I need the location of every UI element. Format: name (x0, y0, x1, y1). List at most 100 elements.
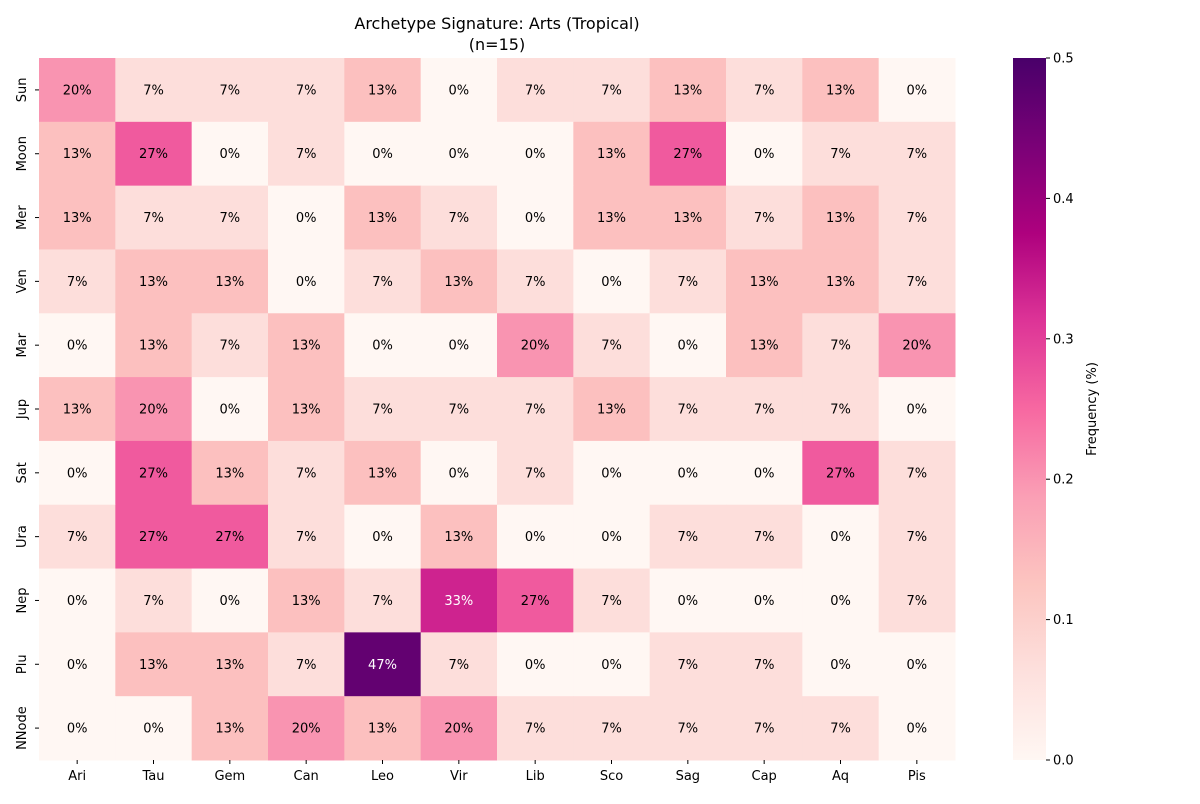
cell-label: 7% (754, 83, 775, 98)
cell-label: 13% (597, 211, 626, 226)
cell-label: 0% (601, 530, 622, 545)
heatmap-cell (878, 696, 956, 761)
cell-label: 7% (220, 83, 241, 98)
heatmap-cell (573, 504, 651, 570)
heatmap-cell (268, 632, 345, 697)
cell-label: 0% (220, 403, 241, 418)
cell-label: 7% (601, 339, 622, 354)
heatmap-cell (726, 440, 803, 506)
x-tick-label: Vir (450, 769, 468, 784)
cell-label: 7% (525, 275, 546, 290)
cell-label: 13% (826, 83, 855, 98)
heatmap-cell (191, 632, 269, 697)
cell-label: 7% (525, 722, 546, 737)
heatmap-cell (115, 377, 193, 442)
x-axis: Ari Tau Gem Can Leo Vir Lib Sco Sag Cap Aq Pis (68, 760, 926, 784)
heatmap-cell (726, 249, 803, 314)
heatmap-cell (268, 696, 345, 761)
cell-label: 13% (673, 83, 702, 98)
cell-label: 7% (754, 530, 775, 545)
heatmap-cell (268, 313, 345, 378)
heatmap-cell (39, 696, 116, 761)
cell-label: 13% (292, 339, 321, 354)
heatmap-cell (268, 440, 345, 506)
heatmap-cell (878, 185, 956, 250)
cell-label: 13% (750, 275, 779, 290)
heatmap-cell (878, 313, 956, 378)
colorbar-tick-label: 0.1 (1053, 613, 1074, 628)
cell-label: 7% (525, 83, 546, 98)
heatmap-cell (649, 504, 727, 570)
cell-label: 7% (830, 403, 851, 418)
heatmap-cell (191, 249, 269, 314)
heatmap-cell (344, 632, 422, 697)
cell-label: 13% (826, 211, 855, 226)
cell-label: 7% (907, 147, 928, 162)
cell-label: 20% (521, 339, 550, 354)
cell-label: 13% (597, 147, 626, 162)
cell-label: 0% (907, 403, 928, 418)
cell-label: 0% (678, 466, 699, 481)
heatmap-cell (573, 185, 651, 250)
cell-label: 7% (907, 530, 928, 545)
cell-label: 7% (678, 530, 699, 545)
heatmap-cell (39, 313, 116, 378)
cell-label: 0% (907, 658, 928, 673)
cell-label: 7% (372, 403, 393, 418)
cell-label: 7% (678, 722, 699, 737)
heatmap-cell (115, 58, 193, 123)
heatmap-cell (420, 504, 498, 570)
colorbar-ticks: 0.0 0.1 0.2 0.3 0.4 0.5 (1046, 52, 1074, 769)
cell-label: 27% (826, 466, 855, 481)
heatmap-cell (878, 440, 956, 506)
heatmap-cell (726, 121, 803, 187)
x-tick-label: Can (294, 769, 319, 784)
heatmap-cell (268, 185, 345, 250)
y-tick-label: Mar (15, 332, 30, 357)
cell-label: 13% (215, 275, 244, 290)
heatmap-cell (802, 121, 880, 187)
cell-label: 0% (525, 658, 546, 673)
heatmap-cell (420, 440, 498, 506)
heatmap-cell (649, 632, 727, 697)
cell-label: 7% (907, 211, 928, 226)
heatmap-cell (420, 696, 498, 761)
cell-label: 7% (907, 466, 928, 481)
cell-label: 20% (902, 339, 931, 354)
cell-label: 7% (907, 594, 928, 609)
heatmap-cell (497, 568, 574, 633)
heatmap-cell (573, 568, 651, 633)
cell-label: 0% (67, 658, 88, 673)
heatmap-cell (268, 58, 345, 123)
cell-label: 13% (139, 275, 168, 290)
cell-label: 7% (143, 594, 164, 609)
cell-label: 0% (525, 147, 546, 162)
heatmap-cell (573, 58, 651, 123)
heatmap-cell (802, 504, 880, 570)
cell-label: 13% (444, 275, 473, 290)
heatmap-cell (344, 313, 422, 378)
heatmap-cell (115, 568, 193, 633)
heatmap-cell (497, 313, 574, 378)
heatmap-cell (39, 377, 116, 442)
cell-label: 7% (830, 147, 851, 162)
cell-label: 27% (139, 147, 168, 162)
chart-title: Archetype Signature: Arts (Tropical) (354, 14, 639, 33)
heatmap-cell (39, 440, 116, 506)
cell-label: 0% (601, 275, 622, 290)
cell-label: 13% (292, 594, 321, 609)
cell-label: 0% (830, 594, 851, 609)
heatmap-cell (39, 121, 116, 187)
heatmap-cell (802, 58, 880, 123)
heatmap-cell (39, 185, 116, 250)
heatmap-cell (802, 568, 880, 633)
heatmap-cell (115, 121, 193, 187)
cell-label: 7% (220, 211, 241, 226)
heatmap-cell (191, 185, 269, 250)
heatmap-cell (649, 568, 727, 633)
cell-label: 0% (754, 147, 775, 162)
cell-label: 0% (372, 530, 393, 545)
cell-label: 0% (67, 339, 88, 354)
cell-label: 13% (597, 403, 626, 418)
heatmap-cell (802, 377, 880, 442)
